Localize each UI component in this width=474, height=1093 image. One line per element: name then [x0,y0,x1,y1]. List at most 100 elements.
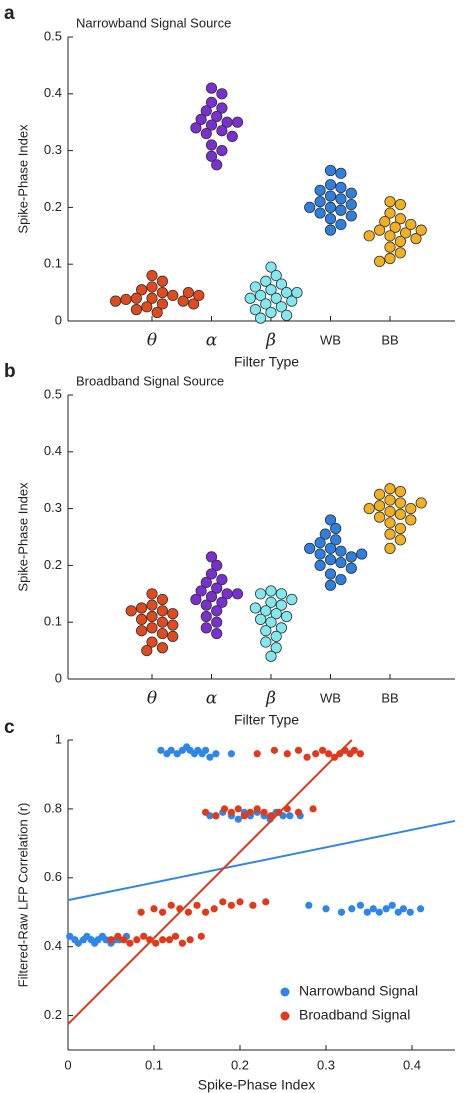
dot [384,542,396,554]
point [167,901,175,909]
point [107,936,115,944]
point [202,808,210,816]
point [283,750,291,758]
dot [260,625,272,637]
x-tick-label: β [265,331,276,351]
dot [394,235,406,248]
point [318,746,327,754]
dot [314,196,326,208]
point [260,808,268,816]
dot [255,312,267,324]
dot [314,548,326,560]
point [350,746,358,754]
dot [356,548,368,560]
dot [394,497,406,509]
dot [270,642,282,654]
point [120,936,128,944]
y-tick-label: 0 [55,312,62,327]
point [173,750,181,758]
dot [249,602,261,614]
point [150,905,158,913]
dot [335,204,347,216]
point [267,812,275,820]
dot [335,573,347,586]
dot [156,275,168,287]
point [322,905,330,913]
dot [216,125,228,137]
legend-label: Narrowband Signal [299,983,418,999]
dot [270,269,282,282]
x-tick-label: θ [147,689,157,709]
point [210,905,218,913]
dot [244,292,256,304]
dot [136,613,148,625]
dot [211,616,223,628]
dot [156,627,168,640]
point [178,939,186,947]
dot [265,306,277,319]
point [227,808,235,816]
point [324,750,333,758]
point [202,746,210,754]
point [167,746,175,754]
dot [324,190,337,202]
point [417,905,425,913]
dot [270,630,282,643]
dot [249,304,261,316]
point [240,812,248,820]
dot [384,528,396,540]
dot [345,562,357,574]
dot [389,221,401,233]
dot [146,610,158,623]
point [399,905,407,913]
dot [324,179,337,191]
y-tick-label: 0.5 [44,28,62,43]
dot [330,534,342,546]
dot [231,116,244,128]
dot [260,298,272,310]
x-tick-label: α [206,331,218,351]
dot [188,298,200,310]
dot [363,230,375,242]
dot [304,201,316,213]
point [388,901,396,909]
point [197,932,205,940]
dot [324,514,337,526]
dot [156,605,168,617]
dot [205,82,218,94]
point [227,901,235,909]
dot [275,301,287,313]
dot [270,608,282,620]
x-tick-label: 0.3 [317,1057,335,1072]
dot [384,207,396,219]
dot [394,247,406,259]
dot [280,610,293,623]
dot [216,596,228,608]
point [114,932,122,940]
point [212,750,220,758]
dot [384,230,396,242]
dot [226,130,238,142]
point [152,939,160,947]
legend-marker [280,987,290,997]
dot [151,306,163,319]
dot [265,596,277,608]
y-tick-label: 0.8 [44,800,62,815]
y-axis-label: Spike-Phase Index [15,482,30,592]
dot [205,591,218,603]
dot [394,198,406,211]
dot [275,278,287,290]
point [309,805,317,813]
dot [125,605,137,617]
point [369,905,377,913]
y-tick-label: 0.4 [44,443,62,458]
dot [405,218,417,231]
dot [265,650,277,662]
dot [211,627,223,640]
point [74,939,82,947]
point [348,905,356,913]
point [356,901,364,909]
dot [167,289,179,302]
x-axis-label: Spike-Phase Index [198,1077,316,1093]
